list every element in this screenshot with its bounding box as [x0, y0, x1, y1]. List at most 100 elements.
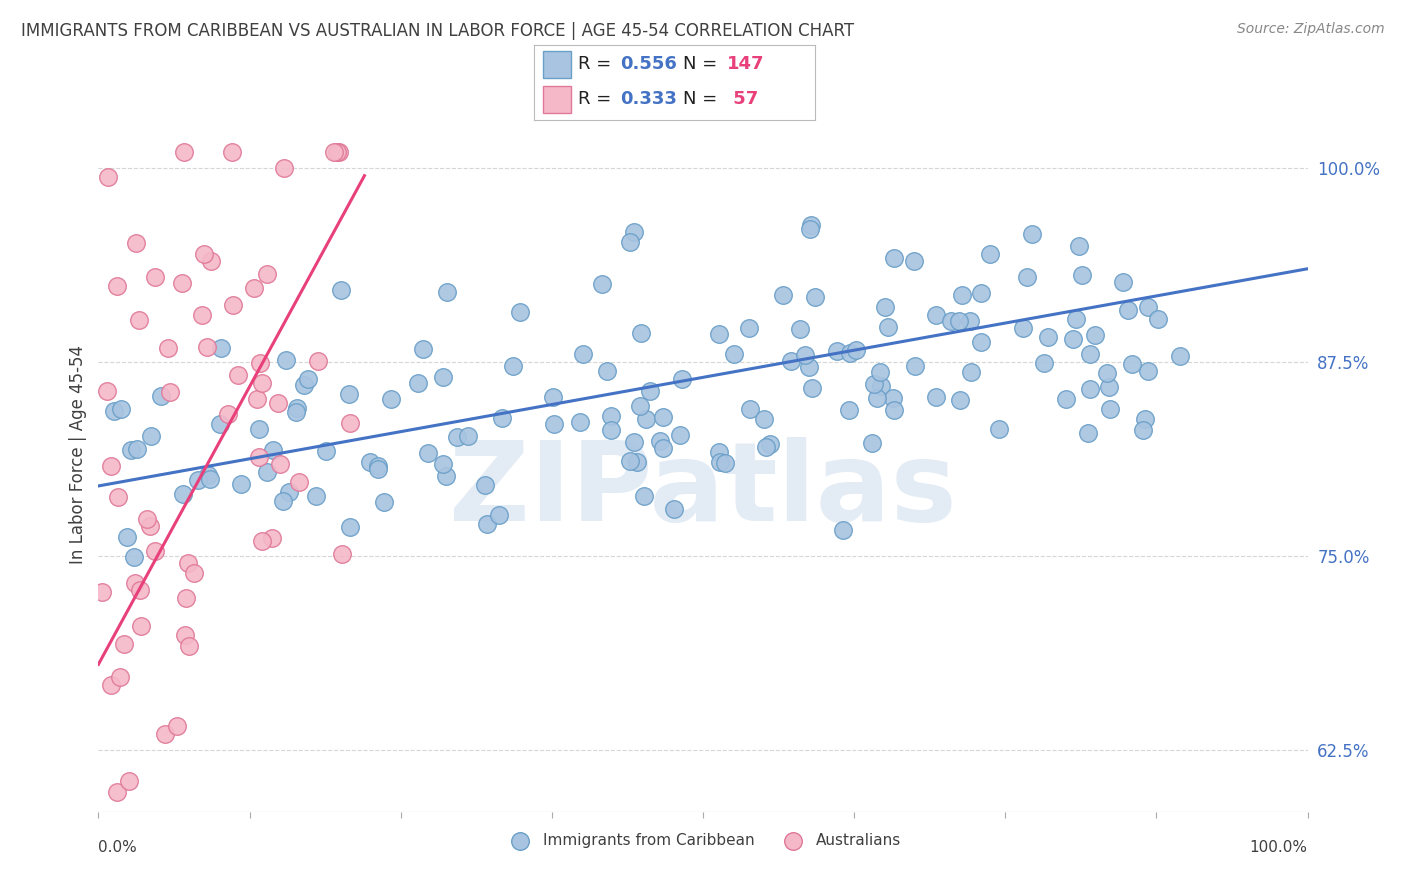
Point	[191, 308, 214, 322]
Point	[432, 457, 454, 471]
Point	[229, 477, 252, 491]
Point	[100, 677, 122, 691]
Point	[651, 441, 673, 455]
Point	[143, 270, 166, 285]
Point	[600, 423, 623, 437]
Point	[108, 670, 131, 684]
Point	[221, 145, 243, 160]
Point	[136, 512, 159, 526]
Point	[1095, 366, 1118, 380]
Point	[139, 429, 162, 443]
Point	[662, 501, 685, 516]
Point	[187, 473, 209, 487]
Point	[738, 401, 761, 416]
Point	[408, 376, 430, 390]
Point	[1116, 302, 1139, 317]
Point	[1080, 382, 1102, 396]
Point	[337, 387, 360, 401]
Point	[125, 442, 148, 456]
Point	[883, 252, 905, 266]
Point	[177, 556, 200, 570]
Point	[714, 456, 737, 470]
Point	[256, 267, 278, 281]
Point	[797, 359, 820, 374]
Point	[107, 491, 129, 505]
Point	[285, 405, 308, 419]
Point	[970, 335, 993, 350]
Point	[149, 389, 172, 403]
Point	[755, 440, 778, 454]
Point	[707, 445, 730, 459]
Text: N =: N =	[683, 90, 723, 108]
Point	[446, 430, 468, 444]
Text: 0.556: 0.556	[620, 55, 676, 73]
Point	[752, 412, 775, 426]
Point	[979, 247, 1001, 261]
Point	[623, 225, 645, 239]
Point	[1054, 392, 1077, 407]
Text: 0.333: 0.333	[620, 90, 676, 108]
Point	[883, 403, 905, 417]
Point	[651, 410, 673, 425]
Point	[297, 372, 319, 386]
Point	[1099, 402, 1122, 417]
Point	[103, 403, 125, 417]
Point	[174, 591, 197, 606]
Point	[876, 319, 898, 334]
Point	[1038, 330, 1060, 344]
Text: 0.0%: 0.0%	[98, 840, 138, 855]
Point	[1084, 327, 1107, 342]
Point	[628, 399, 651, 413]
Text: ZIPatlas: ZIPatlas	[449, 437, 957, 544]
Point	[118, 773, 141, 788]
Point	[543, 417, 565, 431]
Legend: Immigrants from Caribbean, Australians: Immigrants from Caribbean, Australians	[499, 827, 907, 854]
Point	[380, 392, 402, 407]
Point	[128, 582, 150, 597]
Point	[838, 403, 860, 417]
Point	[359, 455, 381, 469]
Point	[925, 390, 948, 404]
Point	[474, 478, 496, 492]
Point	[166, 719, 188, 733]
Point	[1021, 227, 1043, 241]
Text: R =: R =	[578, 90, 617, 108]
Point	[105, 279, 128, 293]
Point	[159, 384, 181, 399]
Point	[273, 161, 295, 176]
Point	[307, 353, 329, 368]
Point	[209, 341, 232, 355]
Point	[671, 372, 693, 386]
Point	[1071, 268, 1094, 282]
Point	[262, 443, 284, 458]
Point	[1137, 364, 1160, 378]
Text: IMMIGRANTS FROM CARIBBEAN VS AUSTRALIAN IN LABOR FORCE | AGE 45-54 CORRELATION C: IMMIGRANTS FROM CARIBBEAN VS AUSTRALIAN …	[21, 22, 855, 40]
Point	[315, 443, 337, 458]
Point	[197, 468, 219, 483]
Point	[200, 254, 222, 268]
Point	[436, 285, 458, 299]
Point	[1146, 312, 1168, 326]
Text: R =: R =	[578, 55, 617, 73]
Point	[246, 392, 269, 406]
Point	[339, 520, 361, 534]
Point	[634, 412, 657, 426]
Point	[882, 391, 904, 405]
Point	[323, 145, 346, 160]
Point	[789, 322, 811, 336]
Point	[172, 486, 194, 500]
Point	[457, 429, 479, 443]
Point	[339, 416, 361, 430]
Point	[948, 314, 970, 328]
Point	[292, 378, 315, 392]
Y-axis label: In Labor Force | Age 45-54: In Labor Force | Age 45-54	[69, 345, 87, 565]
Point	[723, 346, 745, 360]
Point	[256, 465, 278, 479]
Point	[863, 377, 886, 392]
Point	[648, 434, 671, 448]
Point	[373, 495, 395, 509]
Point	[633, 489, 655, 503]
Point	[619, 235, 641, 250]
Point	[174, 628, 197, 642]
Point	[115, 530, 138, 544]
